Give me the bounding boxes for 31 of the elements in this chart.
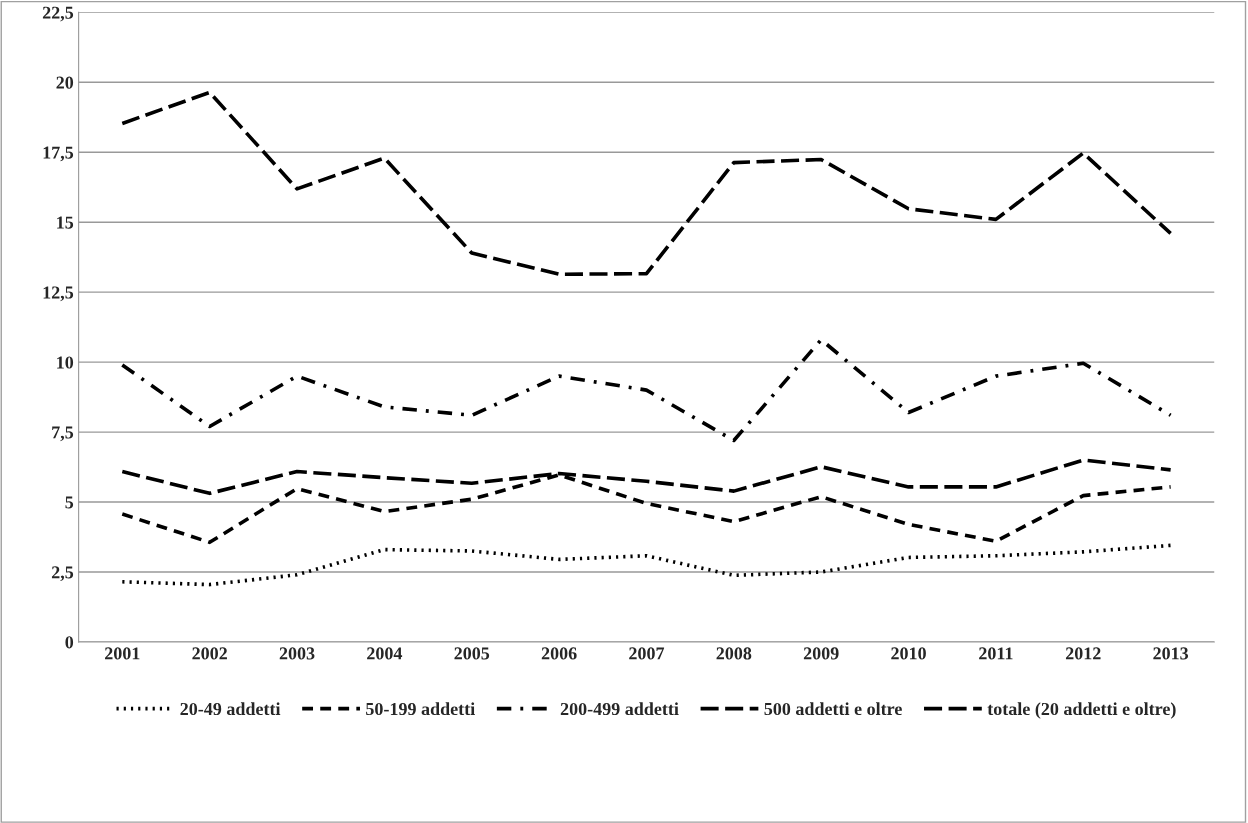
y-tick-label: 15 [57,216,74,229]
line-series [120,90,1173,277]
y-tick-label: 5 [65,496,74,509]
x-tick-label: 2008 [716,647,752,660]
y-tick-label: 12,5 [43,286,74,302]
y-tick-label: 2,5 [51,566,74,582]
legend-label: 500 addetti e oltre [764,702,902,716]
x-tick-label: 2004 [367,647,403,660]
y-tick-label: 7,5 [52,426,74,442]
legend-label: 50-199 addetti [366,702,475,716]
x-tick-label: 2011 [979,647,1013,660]
x-tick-label: 2013 [1153,647,1189,660]
y-tick-label: 0 [65,636,74,649]
x-tick-label: 2005 [454,647,490,660]
x-tick-label: 2010 [891,647,926,660]
y-tick-label: 20 [56,76,74,89]
x-tick-label: 2009 [803,647,839,660]
x-tick-label: 2002 [192,647,227,660]
y-tick-label: 22,5 [42,6,74,22]
x-tick-label: 2001 [105,647,140,660]
x-tick-label: 2012 [1065,647,1101,660]
line-series [120,543,1173,587]
x-tick-label: 2003 [279,647,315,660]
legend-label: 200-499 addetti [560,702,679,716]
x-tick-label: 2006 [541,647,577,660]
line-series [120,337,1173,443]
legend-label: 20-49 addetti [180,702,281,716]
x-tick-label: 2007 [629,647,665,660]
y-tick-label: 17,5 [43,146,74,162]
y-tick-label: 10 [57,356,74,369]
legend-label: totale (20 addetti e oltre) [987,702,1176,719]
